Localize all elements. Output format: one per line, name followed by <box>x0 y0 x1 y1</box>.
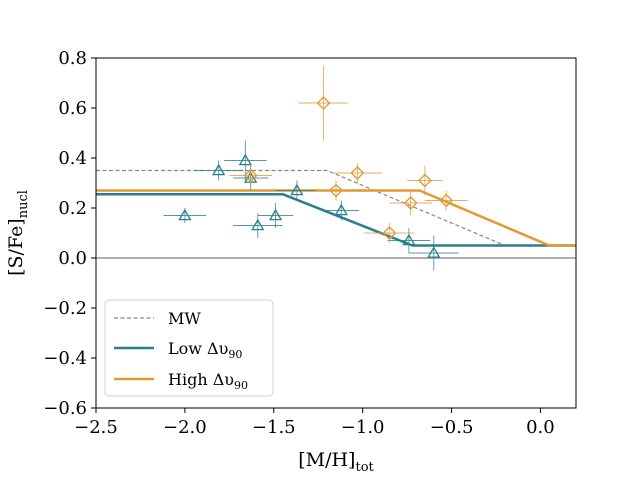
legend-label-high: High Δυ90 <box>168 370 248 392</box>
model-line-mw <box>96 169 506 247</box>
x-tick-label: 0.0 <box>526 417 555 438</box>
y-tick-label: −0.6 <box>43 398 87 419</box>
low-point-4 <box>232 213 283 238</box>
plot-frame <box>95 57 577 409</box>
triangle-marker <box>402 233 416 246</box>
y-tick-label: 0.2 <box>58 198 87 219</box>
x-tick-label: −2.0 <box>163 417 207 438</box>
high-point-3 <box>314 180 358 201</box>
low-point-2 <box>224 140 267 181</box>
model-line-high <box>96 189 576 247</box>
x-tick-label: −2.5 <box>74 417 118 438</box>
high-point-7 <box>364 223 415 243</box>
diamond-marker <box>403 196 418 210</box>
diamond-marker <box>316 96 331 110</box>
low-point-9 <box>408 235 459 271</box>
diamond-marker <box>350 166 365 180</box>
data-points <box>163 65 468 271</box>
high-point-4 <box>407 165 443 196</box>
legend-label-low: Low Δυ90 <box>168 339 242 361</box>
y-tick-label: 0.4 <box>58 148 87 169</box>
legend-label-mw: MW <box>168 309 201 328</box>
x-tick-label: −1.5 <box>252 417 296 438</box>
high-point-2 <box>332 163 383 183</box>
low-point-1 <box>193 160 244 181</box>
triangle-marker <box>238 153 252 166</box>
legend: MW Low Δυ90 High Δυ90 <box>104 299 274 397</box>
diamond-marker <box>243 168 258 183</box>
high-point-0 <box>298 65 349 141</box>
diamond-marker <box>329 183 343 198</box>
x-axis-label-main: [M/H] <box>298 449 355 471</box>
high-point-6 <box>424 190 468 211</box>
y-tick-label: −0.4 <box>43 348 87 369</box>
triangle-marker <box>212 163 226 176</box>
y-tick-label: 0.8 <box>58 48 87 69</box>
y-tick-label: 0.6 <box>58 98 87 119</box>
diamond-marker <box>417 173 432 188</box>
low-point-7 <box>323 200 360 221</box>
y-axis-label-sub: nucl <box>16 190 31 218</box>
low-point-8 <box>387 228 431 253</box>
triangle-marker <box>251 218 265 231</box>
diamond-marker <box>382 226 397 240</box>
x-tick-label: −0.5 <box>430 417 474 438</box>
triangle-marker <box>268 208 283 221</box>
low-point-6 <box>275 180 319 201</box>
high-point-1 <box>229 165 272 186</box>
y-tick-label: −0.2 <box>43 298 87 319</box>
model-lines <box>96 169 576 247</box>
triangle-marker <box>427 246 441 258</box>
triangle-marker <box>334 203 348 216</box>
diamond-marker <box>439 193 454 208</box>
x-axis-label: [M/H]tot <box>298 449 374 475</box>
legend-box <box>104 299 274 397</box>
y-axis-ticks: −0.6 −0.4 −0.2 0.0 0.2 0.4 0.6 0.8 <box>43 48 96 419</box>
high-point-5 <box>389 190 432 216</box>
low-point-0 <box>163 208 207 223</box>
x-tick-label: −1.0 <box>341 417 385 438</box>
low-point-5 <box>257 203 294 228</box>
y-axis-label: [S/Fe]nucl <box>5 190 31 276</box>
triangle-marker <box>178 208 192 221</box>
x-axis-label-sub: tot <box>355 460 374 475</box>
model-line-low <box>96 192 576 247</box>
y-axis-label-main: [S/Fe] <box>5 218 27 276</box>
triangle-marker <box>290 183 304 196</box>
x-axis-ticks: −2.5 −2.0 −1.5 −1.0 −0.5 0.0 <box>74 408 555 438</box>
y-tick-label: 0.0 <box>58 248 87 269</box>
